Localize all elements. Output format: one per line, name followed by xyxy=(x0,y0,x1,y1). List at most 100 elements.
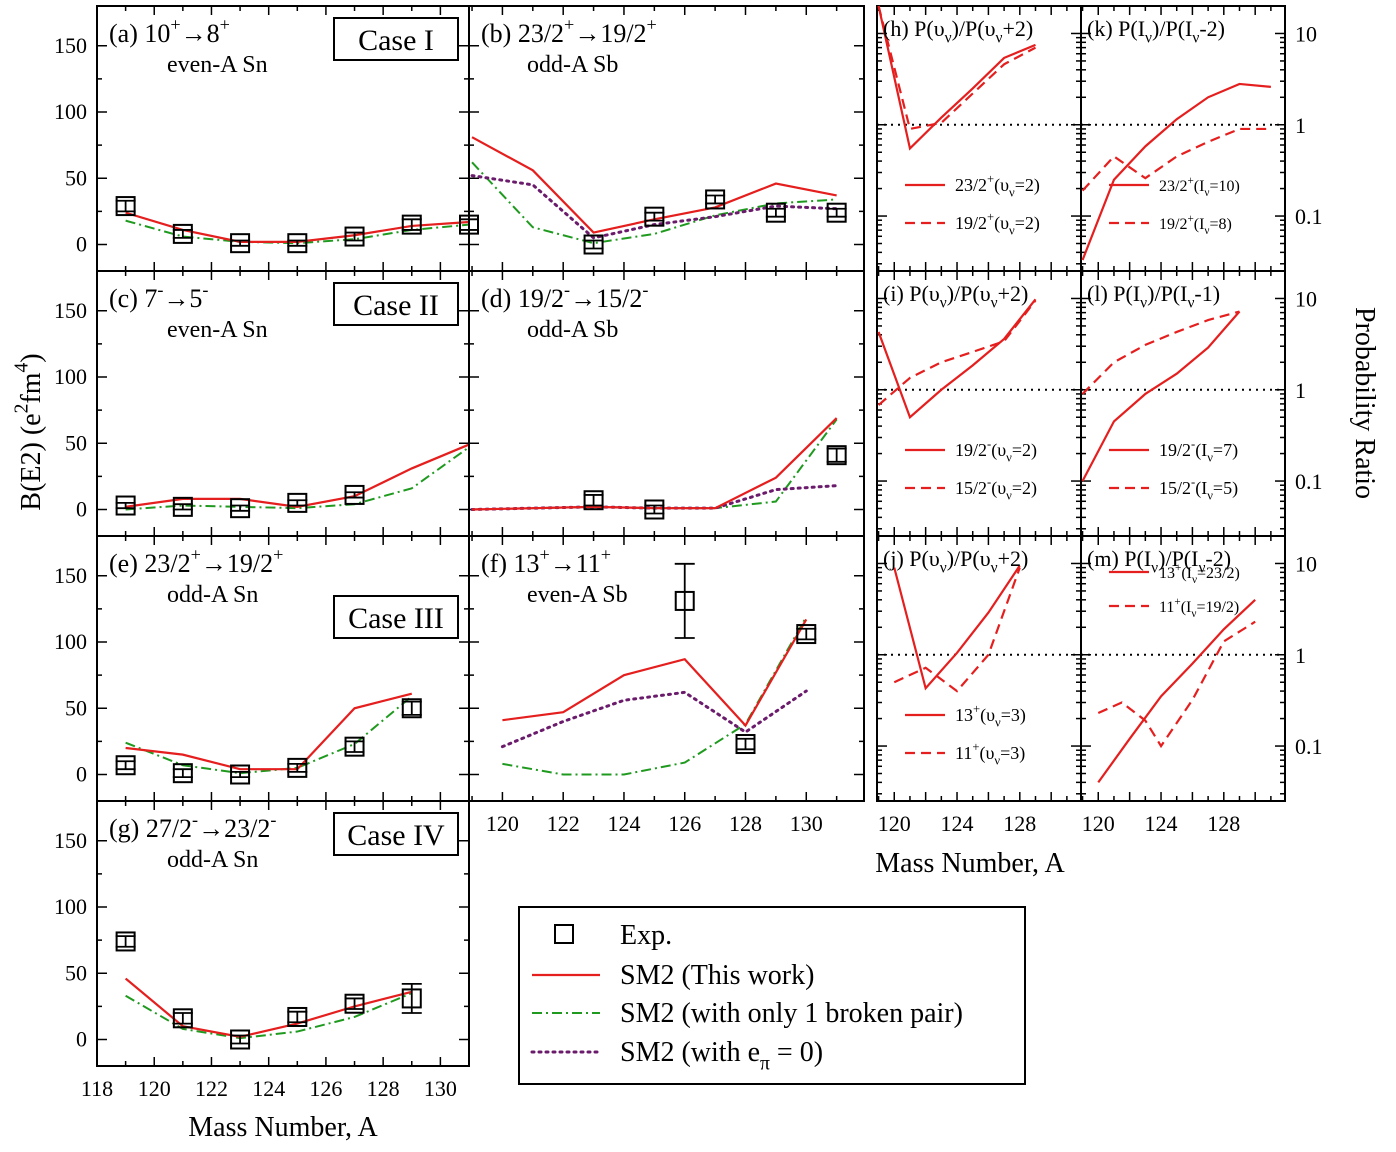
series-dashed xyxy=(1097,620,1256,749)
exp-point xyxy=(172,1008,193,1029)
exp-point xyxy=(115,495,136,516)
x-tick-label: 130 xyxy=(424,1076,457,1101)
x-tick-label: 124 xyxy=(607,811,640,836)
panel-b: (b) 23/2+​→19/2+ odd-A Sb xyxy=(468,5,865,272)
series-one-broken-pair xyxy=(125,446,470,511)
exp-point xyxy=(172,496,193,517)
panel-label: (b) 23/2+​→19/2+ xyxy=(481,14,657,48)
series-dashed xyxy=(877,299,1037,406)
exp-point xyxy=(344,484,365,505)
legend-label: 19/2+​(υν​=2) xyxy=(955,210,1040,238)
case-label: Case II xyxy=(353,289,439,322)
series-dashed xyxy=(893,567,1021,693)
x-tick-label: 128 xyxy=(1003,811,1036,836)
series-dashed xyxy=(877,5,1037,131)
y-tick-label: 50 xyxy=(65,695,87,720)
x-tick-label: 120 xyxy=(1082,811,1115,836)
exp-point xyxy=(287,757,308,778)
series-one-broken-pair xyxy=(471,161,837,245)
x-tick-label: 122 xyxy=(195,1076,228,1101)
panel-label: (f) 13+​→11+ xyxy=(481,544,611,578)
x-tick-label: 128 xyxy=(729,811,762,836)
panel-f: 120 122 124 126 128 130 (f) 13+​→11+ even-A Sb xyxy=(468,535,865,836)
panel-m: 120 124 128 0.1 1 10 13+​(Iν​=23/2) 11+​(Iν​=19… xyxy=(1080,535,1323,836)
x-tick-label: 128 xyxy=(367,1076,400,1101)
series-dashed xyxy=(1081,310,1240,395)
x-tick-label: 124 xyxy=(252,1076,285,1101)
series-sm2 xyxy=(502,618,808,728)
panel-a: 0 50 100 150 (a) 10+​→8+ even-A Sn Case I xyxy=(54,5,479,272)
x-tick-label: 126 xyxy=(668,811,701,836)
y-tick-label: 150 xyxy=(54,33,87,58)
series-sm2 xyxy=(124,977,413,1038)
panel-k: 0.1 1 10 23/2+​(Iν​=10) 19/2+​(Iν​=8) (k) P(I… xyxy=(1080,5,1323,272)
panel-h: 23/2+​(υν​=2) 19/2+​(υν​=2) (h) P(υν​)/P(υ… xyxy=(876,5,1082,272)
exp-point xyxy=(172,223,193,244)
legend-label: Exp. xyxy=(620,920,672,951)
series-solid xyxy=(1097,599,1256,784)
panel-label: (i) P(υν​)/P(υν​+2) xyxy=(883,281,1028,312)
exp-point xyxy=(674,590,695,611)
panel-label: (l) P(Iν​)/P(Iν​-1) xyxy=(1087,281,1220,312)
series-e-pi-zero xyxy=(470,174,839,240)
panel-label: (j) P(υν​)/P(υν​+2) xyxy=(883,546,1028,577)
y-axis-label-left: B(E2) (e2​fm4​) xyxy=(11,353,47,510)
y-tick-label: 100 xyxy=(54,364,87,389)
y-tick-label: 1 xyxy=(1295,378,1306,403)
series-sm2 xyxy=(125,692,413,771)
y-axis-label-left-group: B(E2) (e2​fm4​) xyxy=(11,353,47,510)
exp-point xyxy=(344,226,365,247)
case-box xyxy=(333,282,459,326)
x-tick-label: 124 xyxy=(1145,811,1178,836)
exp-point xyxy=(344,736,365,757)
exp-point xyxy=(115,755,136,776)
y-tick-label: 150 xyxy=(54,298,87,323)
panel-frame xyxy=(468,535,865,802)
panel-label: (g) 27/2-​→23/2- xyxy=(109,809,276,843)
series-one-broken-pair xyxy=(472,418,838,511)
panel-sublabel: odd-A Sn xyxy=(167,582,258,608)
panel-label: (e) 23/2+​→19/2+ xyxy=(109,544,283,578)
legend-label: 11+​(υν​=3) xyxy=(955,740,1025,768)
exp-point xyxy=(644,499,665,520)
y-tick-label: 50 xyxy=(65,165,87,190)
exp-point xyxy=(287,492,308,513)
legend: Exp. SM2 (This work) SM2 (with only 1 brok… xyxy=(518,906,1026,1085)
y-axis-label-right: Probability Ratio xyxy=(1349,307,1380,499)
legend-label: 11+​(Iν​=19/2) xyxy=(1159,596,1239,620)
series-solid xyxy=(1081,310,1241,482)
exp-point xyxy=(115,196,136,217)
y-tick-label: 150 xyxy=(54,828,87,853)
panel-label: (d) 19/2-​→15/2- xyxy=(481,279,648,313)
legend-label: SM2 (This work) xyxy=(620,960,814,991)
panel-sublabel: even-A Sb xyxy=(527,582,628,608)
case-box xyxy=(333,595,459,639)
exp-point xyxy=(735,734,756,755)
exp-point xyxy=(230,764,251,785)
y-tick-label: 10 xyxy=(1295,286,1317,311)
legend-label: SM2 (with eπ​ = 0) xyxy=(620,1037,823,1074)
x-tick-label: 120 xyxy=(486,811,519,836)
exp-point xyxy=(644,206,665,227)
legend-exp-marker xyxy=(554,924,574,944)
panel-i: 19/2-​(υν​=2) 15/2-​(υν​=2) (i) P(υν​)/P(υ… xyxy=(876,270,1082,537)
x-axis-label-left: Mass Number, A xyxy=(188,1112,378,1143)
panel-c: 0 50 100 150 (c) 7-​→5- even-A Sn Case II xyxy=(54,270,470,537)
x-tick-label: 118 xyxy=(81,1076,113,1101)
x-tick-label: 128 xyxy=(1207,811,1240,836)
legend-label: 13+​(Iν​=23/2) xyxy=(1159,562,1240,586)
series-one-broken-pair xyxy=(125,695,413,775)
x-tick-label: 120 xyxy=(138,1076,171,1101)
panel-label: (h) P(υν​)/P(υν​+2) xyxy=(883,16,1033,47)
panel-frame xyxy=(96,800,470,1067)
exp-point xyxy=(401,698,422,719)
exp-point xyxy=(172,763,193,784)
panel-sublabel: even-A Sn xyxy=(167,317,268,343)
exp-point xyxy=(230,1029,251,1050)
y-tick-label: 1 xyxy=(1295,643,1306,668)
y-tick-label: 0 xyxy=(76,1027,87,1052)
series-solid xyxy=(877,5,1036,151)
legend-label: 19/2-​(Iν​=7) xyxy=(1159,437,1238,465)
legend-label: SM2 (with only 1 broken pair) xyxy=(620,998,963,1029)
y-tick-label: 50 xyxy=(65,960,87,985)
